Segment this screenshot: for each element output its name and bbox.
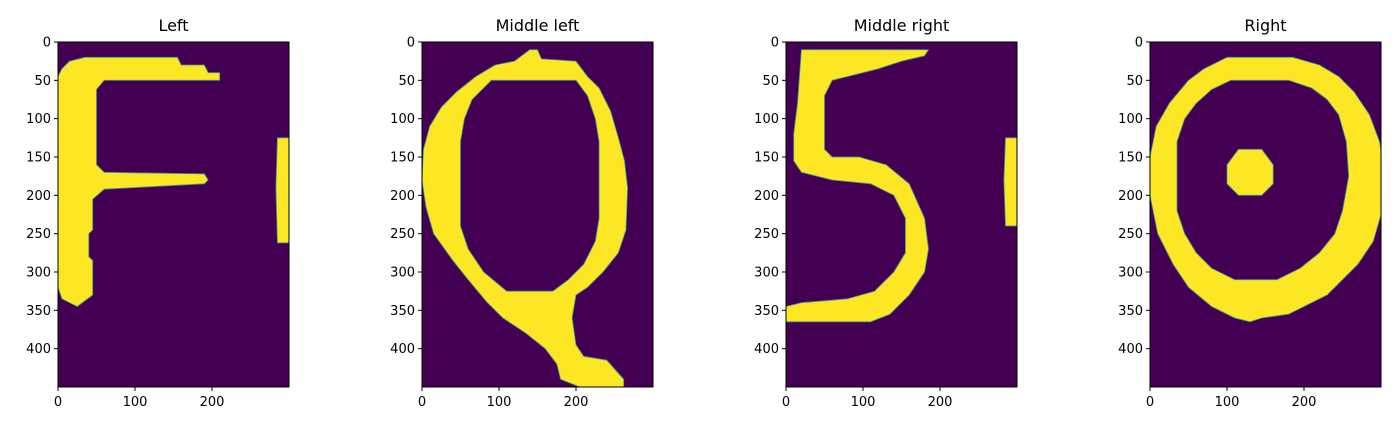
y-tick-label: 50 — [1126, 74, 1143, 89]
y-tick-label: 100 — [754, 112, 779, 127]
y-tick-label: 150 — [26, 151, 51, 166]
y-tick-label: 300 — [1118, 266, 1143, 281]
panel-title: Middle left — [496, 16, 580, 35]
panel-1: Left 0 100 200 0 50 100 150 200 250 300 350 400 — [26, 16, 290, 410]
x-tick-label: 200 — [564, 395, 589, 410]
y-tick-label: 100 — [1118, 112, 1143, 127]
glyph-region — [58, 56, 221, 307]
y-tick-label: 200 — [1118, 189, 1143, 204]
panel-2: Middle left 0 100 200 0 50 100 150 200 250 300 350 4… — [390, 16, 654, 410]
x-tick-label: 200 — [200, 395, 225, 410]
glyph-region — [1003, 137, 1017, 227]
axes-frame — [57, 41, 290, 388]
y-tick-label: 300 — [390, 266, 415, 281]
y-tick-label: 400 — [1118, 342, 1143, 357]
x-tick-label: 0 — [1146, 395, 1154, 410]
glyph-region — [460, 79, 600, 292]
y-tick-label: 100 — [26, 112, 51, 127]
x-tick-label: 0 — [782, 395, 790, 410]
y-tick-label: 0 — [407, 36, 415, 51]
y-tick-label: 50 — [398, 74, 415, 89]
panel-title: Left — [158, 16, 188, 35]
x-tick-label: 0 — [418, 395, 426, 410]
y-tick-label: 400 — [26, 342, 51, 357]
axes-frame — [1149, 41, 1382, 388]
panel-4: Right 0 100 200 0 50 100 150 200 250 300 350 400 — [1118, 16, 1382, 410]
x-tick-label: 100 — [851, 395, 876, 410]
y-tick-label: 200 — [754, 189, 779, 204]
y-tick-label: 150 — [754, 151, 779, 166]
y-tick-label: 0 — [771, 36, 779, 51]
panel-title: Right — [1244, 16, 1286, 35]
y-tick-label: 150 — [1118, 151, 1143, 166]
x-tick-label: 200 — [928, 395, 953, 410]
glyph-region — [786, 49, 929, 323]
y-tick-label: 250 — [26, 227, 51, 242]
x-tick-label: 100 — [123, 395, 148, 410]
y-tick-label: 0 — [43, 36, 51, 51]
x-tick-label: 100 — [487, 395, 512, 410]
y-tick-label: 200 — [26, 189, 51, 204]
y-tick-label: 200 — [390, 189, 415, 204]
y-tick-label: 150 — [390, 151, 415, 166]
y-tick-label: 300 — [26, 266, 51, 281]
panel-title: Middle right — [854, 16, 950, 35]
y-tick-label: 300 — [754, 266, 779, 281]
axes-frame — [421, 41, 654, 388]
y-tick-label: 350 — [1118, 304, 1143, 319]
y-tick-label: 400 — [390, 342, 415, 357]
y-tick-label: 350 — [26, 304, 51, 319]
x-tick-label: 0 — [54, 395, 62, 410]
axes-frame — [785, 41, 1018, 388]
y-tick-label: 0 — [1135, 36, 1143, 51]
y-tick-label: 400 — [754, 342, 779, 357]
panel-3: Middle right 0 100 200 0 50 100 150 200 250 300 350… — [754, 16, 1018, 410]
x-tick-label: 100 — [1215, 395, 1240, 410]
y-tick-label: 250 — [1118, 227, 1143, 242]
glyph-region — [1226, 148, 1274, 196]
y-tick-label: 350 — [754, 304, 779, 319]
y-tick-label: 50 — [34, 74, 51, 89]
y-tick-label: 50 — [762, 74, 779, 89]
y-tick-label: 250 — [754, 227, 779, 242]
glyph-region — [275, 137, 289, 244]
y-tick-label: 250 — [390, 227, 415, 242]
y-tick-label: 350 — [390, 304, 415, 319]
y-tick-label: 100 — [390, 112, 415, 127]
x-tick-label: 200 — [1292, 395, 1317, 410]
